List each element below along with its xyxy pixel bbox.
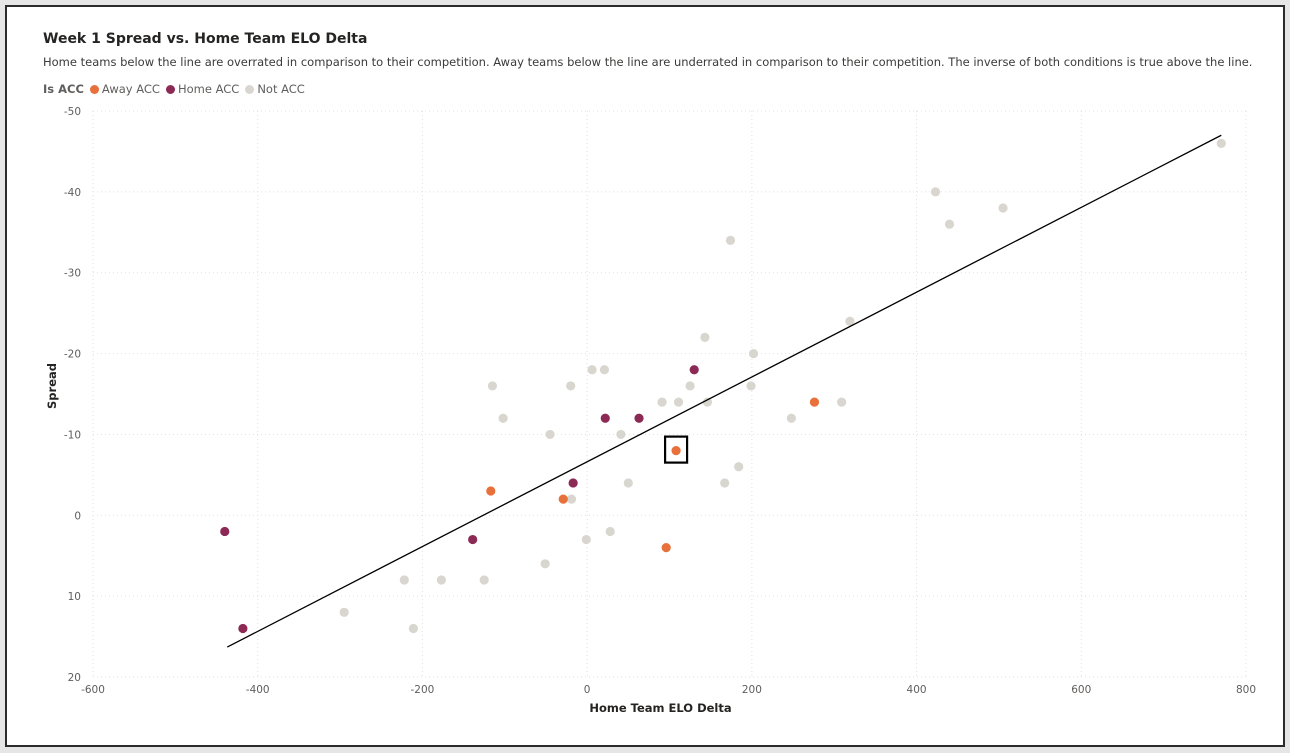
legend-dot-home-acc [165, 84, 175, 94]
data-point [944, 219, 955, 229]
legend-label-away-acc: Away ACC [101, 82, 160, 96]
data-point [746, 381, 756, 391]
y-tick-label: 10 [68, 591, 81, 603]
x-tick-label: 400 [907, 684, 927, 696]
data-point [587, 365, 597, 375]
data-point [661, 543, 671, 553]
highlight-box [663, 435, 689, 464]
data-point [238, 623, 248, 634]
data-point [545, 429, 555, 440]
data-point [600, 413, 610, 423]
legend-item-not-acc[interactable]: Not ACC [245, 82, 305, 96]
data-point [623, 478, 633, 488]
data-point [700, 332, 710, 342]
data-point [720, 478, 730, 488]
data-point [998, 203, 1008, 213]
data-point [616, 429, 626, 440]
legend-item-home-acc[interactable]: Home ACC [165, 82, 240, 96]
data-point [558, 494, 568, 504]
x-tick-label: 600 [1071, 684, 1091, 696]
data-point [487, 381, 498, 391]
data-point [1216, 138, 1226, 148]
x-tick-label: -400 [246, 684, 270, 696]
x-tick-label: 0 [584, 684, 591, 696]
data-point [566, 381, 576, 391]
trend-line [226, 134, 1222, 648]
x-tick-label: -200 [411, 684, 435, 696]
chart-title: Week 1 Spread vs. Home Team ELO Delta [43, 31, 368, 47]
data-point [634, 413, 644, 423]
data-point [568, 478, 578, 488]
data-point [436, 575, 446, 585]
x-axis-label: Home Team ELO Delta [589, 701, 731, 715]
data-point [657, 397, 667, 407]
data-point [809, 397, 820, 407]
data-point [734, 462, 744, 472]
chart-frame: Week 1 Spread vs. Home Team ELO Delta Ho… [5, 5, 1285, 747]
data-point [468, 534, 478, 545]
chart-legend: Is ACC Away ACC Home ACC Not ACC [43, 82, 311, 96]
x-tick-label: 800 [1236, 684, 1256, 696]
legend-label-home-acc: Home ACC [177, 82, 240, 96]
y-tick-label: -50 [64, 106, 81, 118]
data-point [479, 575, 489, 585]
legend-item-away-acc[interactable]: Away ACC [89, 82, 160, 96]
data-point [671, 446, 681, 456]
data-point [845, 316, 855, 326]
y-tick-label: 0 [74, 510, 81, 522]
y-tick-label: -40 [64, 187, 81, 199]
legend-label-not-acc: Not ACC [257, 82, 305, 96]
legend-title: Is ACC [43, 82, 84, 96]
data-point [498, 413, 508, 423]
data-point [581, 534, 591, 545]
chart-subtitle: Home teams below the line are overrated … [43, 55, 1253, 69]
legend-dot-not-acc [245, 84, 255, 94]
data-point [540, 559, 550, 569]
data-point [566, 494, 577, 504]
data-point [408, 623, 418, 634]
data-point [748, 348, 759, 359]
data-point [605, 526, 615, 537]
data-point [673, 397, 684, 407]
data-point [702, 397, 712, 407]
data-point [599, 365, 610, 375]
y-tick-label: -30 [64, 268, 81, 280]
x-tick-label: 200 [742, 684, 762, 696]
y-tick-label: -20 [64, 349, 81, 361]
data-point [689, 365, 699, 375]
x-tick-label: -600 [81, 684, 105, 696]
data-point [399, 575, 409, 585]
y-axis-label: Spread [45, 363, 59, 409]
data-point [786, 413, 796, 423]
data-point [486, 486, 496, 496]
legend-dot-away-acc [89, 84, 99, 94]
data-point [220, 526, 230, 537]
y-tick-label: 20 [68, 672, 81, 684]
data-point [339, 607, 349, 617]
data-point [725, 235, 736, 245]
data-point [930, 187, 941, 197]
data-point [685, 381, 695, 391]
y-tick-label: -10 [64, 429, 81, 441]
data-point [837, 397, 847, 407]
